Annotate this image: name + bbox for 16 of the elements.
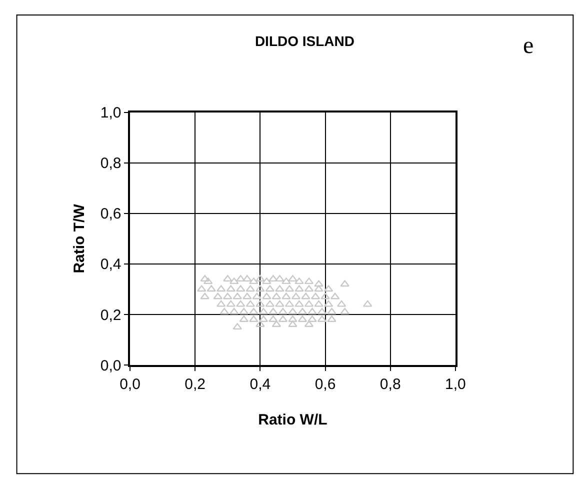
x-tick-label: 0,8 (380, 376, 401, 393)
x-tick-label: 0,0 (120, 376, 140, 393)
x-tick-label: 0,2 (184, 376, 206, 393)
y-tick-label: 1,0 (100, 104, 122, 122)
text: e (523, 33, 534, 59)
y-tick-label: 0,0 (100, 357, 122, 374)
x-tick-label: 1,0 (445, 376, 466, 393)
y-tick-label: 0,4 (100, 256, 122, 274)
x-tick-label: 0,4 (250, 376, 271, 393)
y-tick-label: 0,2 (100, 306, 122, 324)
y-axis-title: Ratio T/W (71, 203, 88, 274)
chart-title: DILDO ISLAND (254, 33, 354, 50)
x-axis-title: Ratio W/L (258, 411, 328, 428)
y-tick-label: 0,6 (100, 206, 122, 223)
y-tick-label: 0,8 (100, 155, 122, 172)
x-tick-label: 0,6 (314, 376, 336, 393)
